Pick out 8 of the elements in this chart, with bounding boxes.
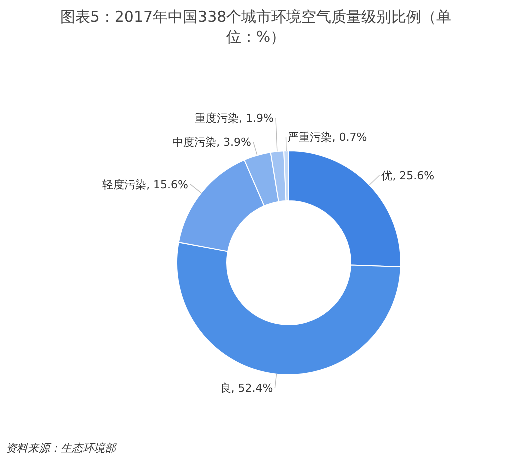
slice-label: 严重污染, 0.7%: [288, 130, 368, 144]
slice-label: 良, 52.4%: [220, 382, 274, 396]
slice-label: 中度污染, 3.9%: [172, 136, 252, 149]
slice-label: 优, 25.6%: [382, 169, 435, 182]
chart-title: 图表5：2017年中国338个城市环境空气质量级别比例（单位：%）: [60, 8, 452, 46]
slice-label: 轻度污染, 15.6%: [102, 178, 188, 192]
text: 资料来源：生态环境部: [6, 442, 118, 455]
slice-label: 重度污染, 1.9%: [195, 112, 274, 125]
